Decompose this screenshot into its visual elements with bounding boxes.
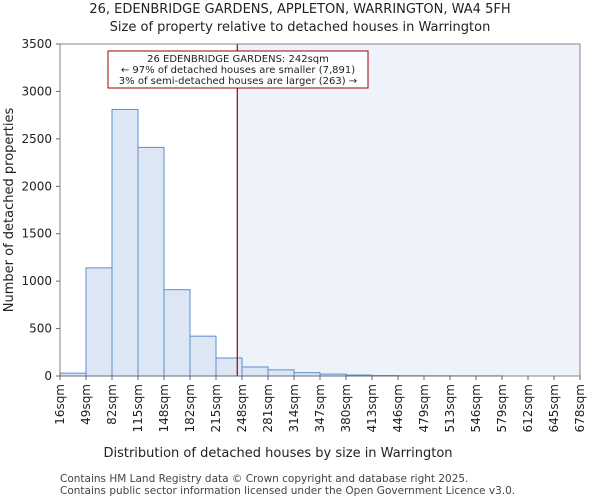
x-tick-label: 546sqm	[469, 384, 483, 432]
x-tick-label: 82sqm	[105, 384, 119, 425]
annotation-line-3: 3% of semi-detached houses are larger (2…	[119, 76, 357, 87]
x-tick-label: 16sqm	[53, 384, 67, 425]
x-tick-label: 314sqm	[287, 384, 301, 432]
histogram-bar	[241, 366, 269, 377]
x-tick-label: 380sqm	[339, 384, 353, 432]
histogram-bar	[267, 369, 295, 377]
y-tick-label: 1000	[21, 274, 52, 288]
x-tick-label: 513sqm	[443, 384, 457, 432]
x-tick-label: 413sqm	[365, 384, 379, 432]
x-tick-label: 612sqm	[521, 384, 535, 432]
annotation-line-1: 26 EDENBRIDGE GARDENS: 242sqm	[147, 54, 329, 65]
histogram-bar	[111, 108, 139, 377]
chart-title: 26, EDENBRIDGE GARDENS, APPLETON, WARRIN…	[89, 2, 510, 17]
x-tick-label: 446sqm	[391, 384, 405, 432]
chart-subtitle: Size of property relative to detached ho…	[110, 20, 491, 35]
annotation-line-2: ← 97% of detached houses are smaller (7,…	[121, 65, 355, 76]
x-tick-label: 49sqm	[79, 384, 93, 425]
y-tick-label: 0	[44, 369, 52, 383]
histogram-bar	[85, 267, 113, 377]
x-tick-label: 347sqm	[313, 384, 327, 432]
y-tick-label: 2500	[21, 132, 52, 146]
y-axis-label: Number of detached properties	[2, 108, 17, 313]
x-tick-label: 115sqm	[131, 384, 145, 432]
y-tick-label: 2000	[21, 179, 52, 193]
histogram-bar	[215, 357, 243, 377]
histogram-bar	[137, 146, 165, 377]
x-tick-label: 678sqm	[573, 384, 587, 432]
x-tick-label: 182sqm	[183, 384, 197, 432]
histogram-bar	[189, 335, 217, 377]
x-tick-label: 645sqm	[547, 384, 561, 432]
x-axis-label: Distribution of detached houses by size …	[103, 446, 452, 461]
x-tick-label: 479sqm	[417, 384, 431, 432]
histogram-bar	[163, 289, 191, 377]
histogram-bar	[59, 372, 87, 377]
x-tick-label: 281sqm	[261, 384, 275, 432]
footer-line-2: Contains public sector information licen…	[60, 485, 515, 497]
x-tick-label: 148sqm	[157, 384, 171, 432]
footer-line-1: Contains HM Land Registry data © Crown c…	[60, 473, 468, 485]
y-tick-label: 3000	[21, 84, 52, 98]
x-tick-label: 248sqm	[235, 384, 249, 432]
x-tick-label: 215sqm	[209, 384, 223, 432]
y-tick-label: 1500	[21, 227, 52, 241]
annotation-box	[107, 50, 369, 89]
x-tick-label: 579sqm	[495, 384, 509, 432]
histogram-bar	[293, 372, 321, 377]
y-tick-label: 500	[29, 322, 52, 336]
y-tick-label: 3500	[21, 37, 52, 51]
larger-region-shade	[237, 44, 581, 376]
